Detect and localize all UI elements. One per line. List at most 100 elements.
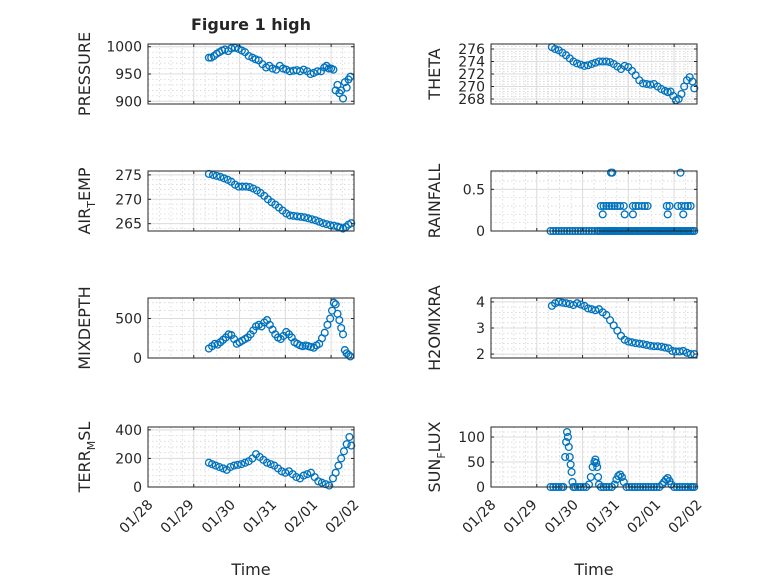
data-point: [583, 61, 593, 70]
data-point: [660, 343, 670, 352]
data-point: [226, 462, 235, 472]
subplot-mixdepth: 0 500 MIXDEPTH: [75, 286, 355, 370]
data-point: [208, 460, 217, 469]
data-point: [339, 447, 348, 456]
data-point: [591, 58, 600, 67]
x-tick-label: 02/02: [666, 497, 706, 537]
data-point: [580, 61, 589, 70]
x-tick-label: 01/30: [542, 497, 582, 537]
data-point: [268, 64, 277, 73]
data-point: [281, 468, 290, 477]
data-point: [321, 480, 330, 489]
data-point: [338, 94, 348, 103]
data-point: [342, 83, 351, 92]
x-tick-label: 01/29: [158, 497, 198, 537]
data-point: [219, 464, 228, 473]
data-point: [307, 215, 316, 224]
x-tick-label: 01/30: [199, 497, 239, 537]
y-tick-label: 268: [458, 92, 485, 108]
data-point: [240, 458, 250, 467]
data-point: [631, 339, 640, 348]
data-point: [325, 481, 334, 490]
data-point: [315, 217, 324, 226]
data-point: [562, 427, 572, 437]
data-point: [675, 347, 684, 356]
data-point: [609, 321, 618, 330]
data-point: [616, 201, 625, 211]
data-point: [245, 183, 254, 192]
data-point: [610, 201, 619, 211]
data-point: [320, 328, 329, 337]
data-point: [643, 201, 652, 211]
data-point: [607, 201, 616, 211]
data-point: [620, 61, 629, 70]
data-point: [624, 337, 633, 346]
data-point: [304, 214, 313, 223]
y-axis-label: TERRMSL: [75, 422, 98, 494]
data-point: [561, 452, 570, 462]
data-point: [662, 201, 671, 211]
data-point: [329, 65, 338, 74]
data-point: [212, 171, 221, 180]
data-point: [627, 338, 637, 347]
data-point: [204, 53, 213, 62]
y-tick-label: 274: [458, 55, 485, 71]
data-point: [613, 326, 622, 335]
data-point: [282, 65, 291, 74]
y-tick-label: 0: [476, 480, 485, 496]
data-point: [605, 316, 615, 325]
data-point: [335, 316, 344, 325]
data-point: [593, 462, 602, 472]
data-point: [566, 460, 575, 469]
data-point: [614, 471, 623, 481]
axes-box: [490, 426, 698, 488]
data-point: [300, 213, 309, 222]
y-tick-label: 276: [458, 42, 485, 58]
y-tick-label: 270: [458, 80, 485, 96]
y-tick-label: 265: [115, 217, 142, 233]
y-tick-label: 900: [115, 94, 142, 110]
data-point: [567, 467, 576, 477]
data-point: [299, 471, 308, 480]
data-point: [638, 340, 648, 349]
data-point: [638, 201, 647, 211]
data-point: [683, 201, 692, 211]
data-point: [686, 201, 695, 211]
y-tick-label: 0: [476, 224, 485, 240]
data-point: [337, 454, 346, 463]
data-point: [216, 172, 225, 181]
data-point: [628, 201, 637, 211]
data-point: [596, 201, 605, 211]
data-point: [322, 220, 331, 229]
y-tick-label: 2: [476, 347, 485, 363]
data-point: [303, 470, 312, 479]
x-axis-label-right: Time: [573, 560, 613, 579]
subplot-sun_flux: 0 50 100 01/28 01/29 01/30 01/31 02/01 02/02 SUNF…: [425, 421, 705, 536]
data-point: [617, 472, 626, 482]
subplot-air_temp: 265 270 275 AIRTEMP: [75, 167, 356, 235]
subplot-h2omixra: 2 3 4 H2OMIXRA: [425, 285, 699, 371]
data-point: [313, 67, 322, 76]
data-point: [241, 182, 251, 191]
data-point: [244, 51, 253, 61]
data-point: [594, 472, 603, 482]
y-axis-label: RAINFALL: [425, 164, 444, 239]
data-point: [324, 64, 333, 73]
data-point: [583, 304, 593, 313]
data-point: [642, 340, 651, 350]
data-point: [661, 475, 670, 484]
x-tick-label: 01/28: [117, 497, 157, 537]
axes-box: [147, 426, 355, 488]
y-tick-label: 272: [458, 67, 485, 83]
subplot-terr_msl: 0 200 400 01/28 01/29 01/30 01/31 02/01 02/02 TER…: [75, 422, 362, 537]
data-point: [573, 299, 582, 308]
data-point: [610, 480, 619, 489]
data-point: [266, 460, 275, 469]
data-point: [562, 299, 571, 308]
data-point: [608, 168, 617, 177]
data-point: [329, 298, 338, 307]
data-point: [334, 461, 343, 470]
data-point: [677, 89, 686, 99]
data-point: [591, 306, 600, 315]
